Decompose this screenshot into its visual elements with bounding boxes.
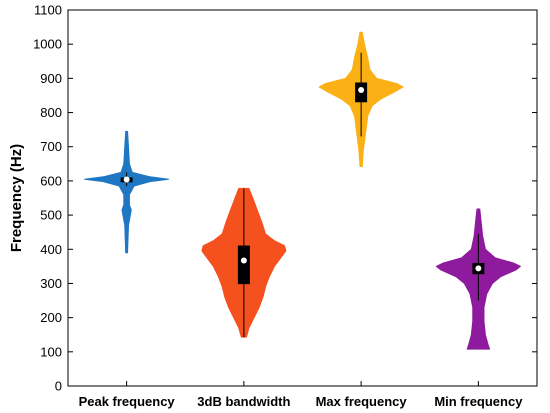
y-tick-label: 600 bbox=[40, 173, 62, 188]
x-tick-label: Min frequency bbox=[434, 394, 523, 409]
y-tick-label: 300 bbox=[40, 276, 62, 291]
plot-area bbox=[67, 9, 538, 387]
y-tick-label: 0 bbox=[55, 379, 62, 394]
violin-body bbox=[84, 130, 170, 254]
y-axis: 0 100 200 300 400 500 600 700 800 900 1000 1100 bbox=[33, 3, 537, 394]
median-marker bbox=[475, 265, 482, 272]
violins bbox=[84, 31, 521, 350]
median-marker bbox=[240, 257, 247, 264]
x-tick-label: Peak frequency bbox=[79, 394, 176, 409]
iqr-box bbox=[237, 245, 250, 285]
y-tick-label: 700 bbox=[40, 139, 62, 154]
y-axis-title: Frequency (Hz) bbox=[8, 144, 25, 252]
y-tick-label: 1100 bbox=[34, 3, 62, 18]
x-tick-label: Max frequency bbox=[316, 394, 408, 409]
y-tick-label: 800 bbox=[40, 105, 62, 120]
median-marker bbox=[358, 86, 365, 93]
y-tick-label: 400 bbox=[40, 242, 62, 257]
x-tick-label: 3dB bandwidth bbox=[197, 394, 290, 409]
median-marker bbox=[123, 176, 130, 183]
y-tick-label: 200 bbox=[40, 310, 62, 325]
x-axis: Peak frequency 3dB bandwidth Max frequency… bbox=[79, 381, 523, 409]
y-tick-label: 100 bbox=[40, 344, 62, 359]
y-tick-label: 900 bbox=[40, 71, 62, 86]
y-tick-label: 1000 bbox=[33, 37, 62, 52]
y-tick-label: 500 bbox=[40, 208, 62, 223]
